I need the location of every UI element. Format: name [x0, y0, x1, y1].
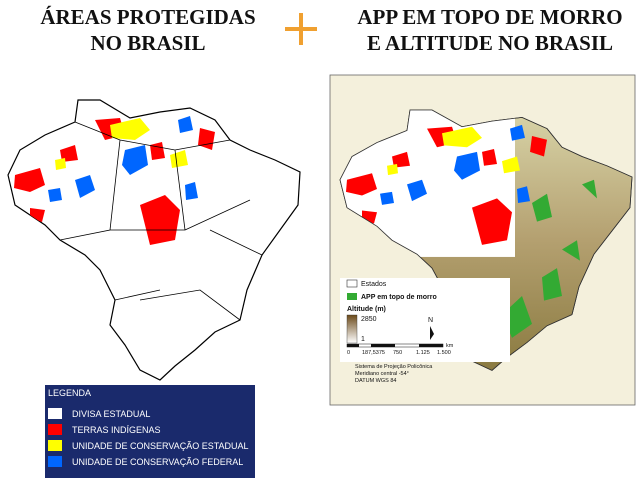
plus-sign [299, 13, 303, 45]
states-swatch [346, 279, 358, 288]
projection-line: DATUM WGS 84 [355, 378, 396, 384]
projection-note: Sistema de Projeção PolicônicaMeridiano … [355, 364, 433, 384]
legend-title: LEGENDA [48, 388, 91, 398]
right-title: E ALTITUDE NO BRASIL [367, 31, 613, 55]
right-map [329, 74, 636, 406]
scale-bar [347, 344, 359, 347]
projection-line: Meridiano central -54° [355, 371, 409, 377]
scale-unit: km [446, 343, 454, 349]
scale-label: 750 [393, 350, 402, 356]
legend-label: TERRAS INDÍGENAS [72, 425, 161, 435]
legend-label: UNIDADE DE CONSERVAÇÃO ESTADUAL [72, 441, 249, 451]
legend-swatch [48, 440, 62, 451]
altitude-ramp [346, 314, 358, 344]
right-title: APP EM TOPO DE MORRO [357, 5, 622, 29]
legend-items: DIVISA ESTADUAL TERRAS INDÍGENAS UNIDADE D… [48, 408, 249, 467]
legend-label: UNIDADE DE CONSERVAÇÃO FEDERAL [72, 457, 243, 467]
scale-label: 1.500 [437, 350, 451, 356]
legend-swatch [48, 408, 62, 419]
left-title: NO BRASIL [91, 31, 206, 55]
app-label: APP em topo de morro [361, 294, 437, 301]
scale-label: 187,5375 [362, 350, 385, 356]
altitude-min: 1 [361, 336, 365, 343]
projection-line: Sistema de Projeção Policônica [355, 364, 433, 370]
scale-bar [419, 344, 443, 347]
scale-bar [371, 344, 395, 347]
legend-swatch [48, 424, 62, 435]
app-swatch [347, 293, 357, 300]
scale-label: 1.125 [416, 350, 430, 356]
states-label: Estados [361, 281, 387, 288]
scale-labels: 0 187,5375 750 1.125 1.500 [347, 350, 451, 356]
legend-label: DIVISA ESTADUAL [72, 409, 150, 419]
altitude-title: Altitude (m) [347, 306, 386, 313]
north-label: N [428, 317, 433, 324]
scale-label: 0 [347, 350, 350, 356]
left-map [7, 99, 301, 381]
left-title: ÁREAS PROTEGIDAS [40, 5, 255, 29]
north-arrow [430, 326, 434, 340]
altitude-max: 2850 [361, 316, 377, 323]
legend-swatch [48, 456, 62, 467]
legend-box [45, 385, 255, 478]
